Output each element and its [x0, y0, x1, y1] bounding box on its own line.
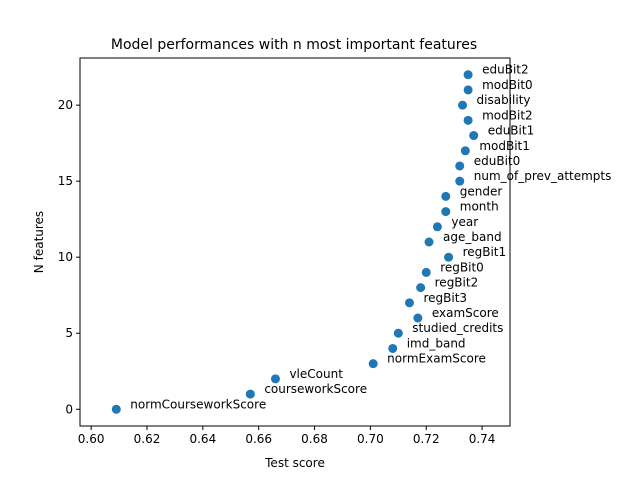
chart-title: Model performances with n most important… — [111, 37, 477, 53]
data-point — [111, 404, 121, 414]
data-point — [404, 298, 414, 308]
data-point — [245, 389, 255, 399]
x-axis-title: Test score — [264, 456, 325, 470]
point-label: modBit0 — [482, 78, 533, 92]
data-point — [393, 328, 403, 338]
point-label: modBit1 — [479, 139, 530, 153]
point-label: regBit3 — [423, 291, 467, 305]
point-label: imd_band — [407, 336, 466, 350]
plot-area: normCourseworkScorecourseworkScorevleCou… — [111, 63, 612, 414]
point-label: examScore — [432, 306, 499, 320]
point-label: disability — [477, 93, 531, 107]
data-point — [455, 161, 465, 171]
point-label: courseworkScore — [264, 382, 367, 396]
point-label: gender — [460, 184, 503, 198]
x-tick-label: 0.62 — [134, 432, 161, 446]
x-tick-label: 0.68 — [301, 432, 328, 446]
x-tick-label: 0.74 — [469, 432, 496, 446]
point-label: regBit0 — [440, 260, 484, 274]
x-tick-label: 0.60 — [78, 432, 105, 446]
data-point — [432, 222, 442, 232]
data-point — [469, 131, 479, 141]
point-label: modBit2 — [482, 108, 533, 122]
point-label: regBit2 — [435, 276, 479, 290]
point-label: eduBit0 — [474, 154, 521, 168]
data-point — [413, 313, 423, 323]
data-point — [441, 207, 451, 217]
x-tick-label: 0.72 — [413, 432, 440, 446]
point-label: normCourseworkScore — [130, 397, 266, 411]
y-axis: 0 5 10 15 20 — [58, 98, 80, 416]
point-label: regBit1 — [463, 245, 507, 259]
data-point — [424, 237, 434, 247]
point-label: num_of_prev_attempts — [474, 169, 612, 183]
point-label: studied_credits — [412, 321, 503, 335]
x-tick-label: 0.70 — [357, 432, 384, 446]
point-label: month — [460, 200, 499, 214]
y-tick-label: 0 — [65, 402, 73, 416]
data-point — [270, 374, 280, 384]
point-label: eduBit1 — [488, 124, 535, 138]
axes-frame — [79, 57, 511, 427]
x-tick-label: 0.64 — [189, 432, 216, 446]
data-point — [444, 252, 454, 262]
y-tick-label: 15 — [58, 174, 73, 188]
y-tick-label: 10 — [58, 250, 73, 264]
data-point — [458, 100, 468, 110]
point-label: age_band — [443, 230, 502, 244]
y-axis-title: N features — [32, 211, 46, 273]
point-label: eduBit2 — [482, 63, 529, 77]
x-axis: 0.60 0.62 0.64 0.66 0.68 0.70 0.72 0.74 — [78, 426, 496, 446]
data-point — [455, 176, 465, 186]
point-label: year — [451, 215, 478, 229]
data-point — [463, 70, 473, 80]
y-tick-label: 20 — [58, 98, 73, 112]
data-point — [388, 343, 398, 353]
data-point — [460, 146, 470, 156]
x-tick-label: 0.66 — [245, 432, 272, 446]
data-point — [441, 191, 451, 201]
data-point — [368, 359, 378, 369]
data-point — [463, 85, 473, 95]
y-tick-label: 5 — [65, 326, 73, 340]
data-point — [463, 115, 473, 125]
data-point — [416, 283, 426, 293]
point-label: vleCount — [289, 367, 343, 381]
data-point — [421, 267, 431, 277]
point-label: normExamScore — [387, 352, 486, 366]
